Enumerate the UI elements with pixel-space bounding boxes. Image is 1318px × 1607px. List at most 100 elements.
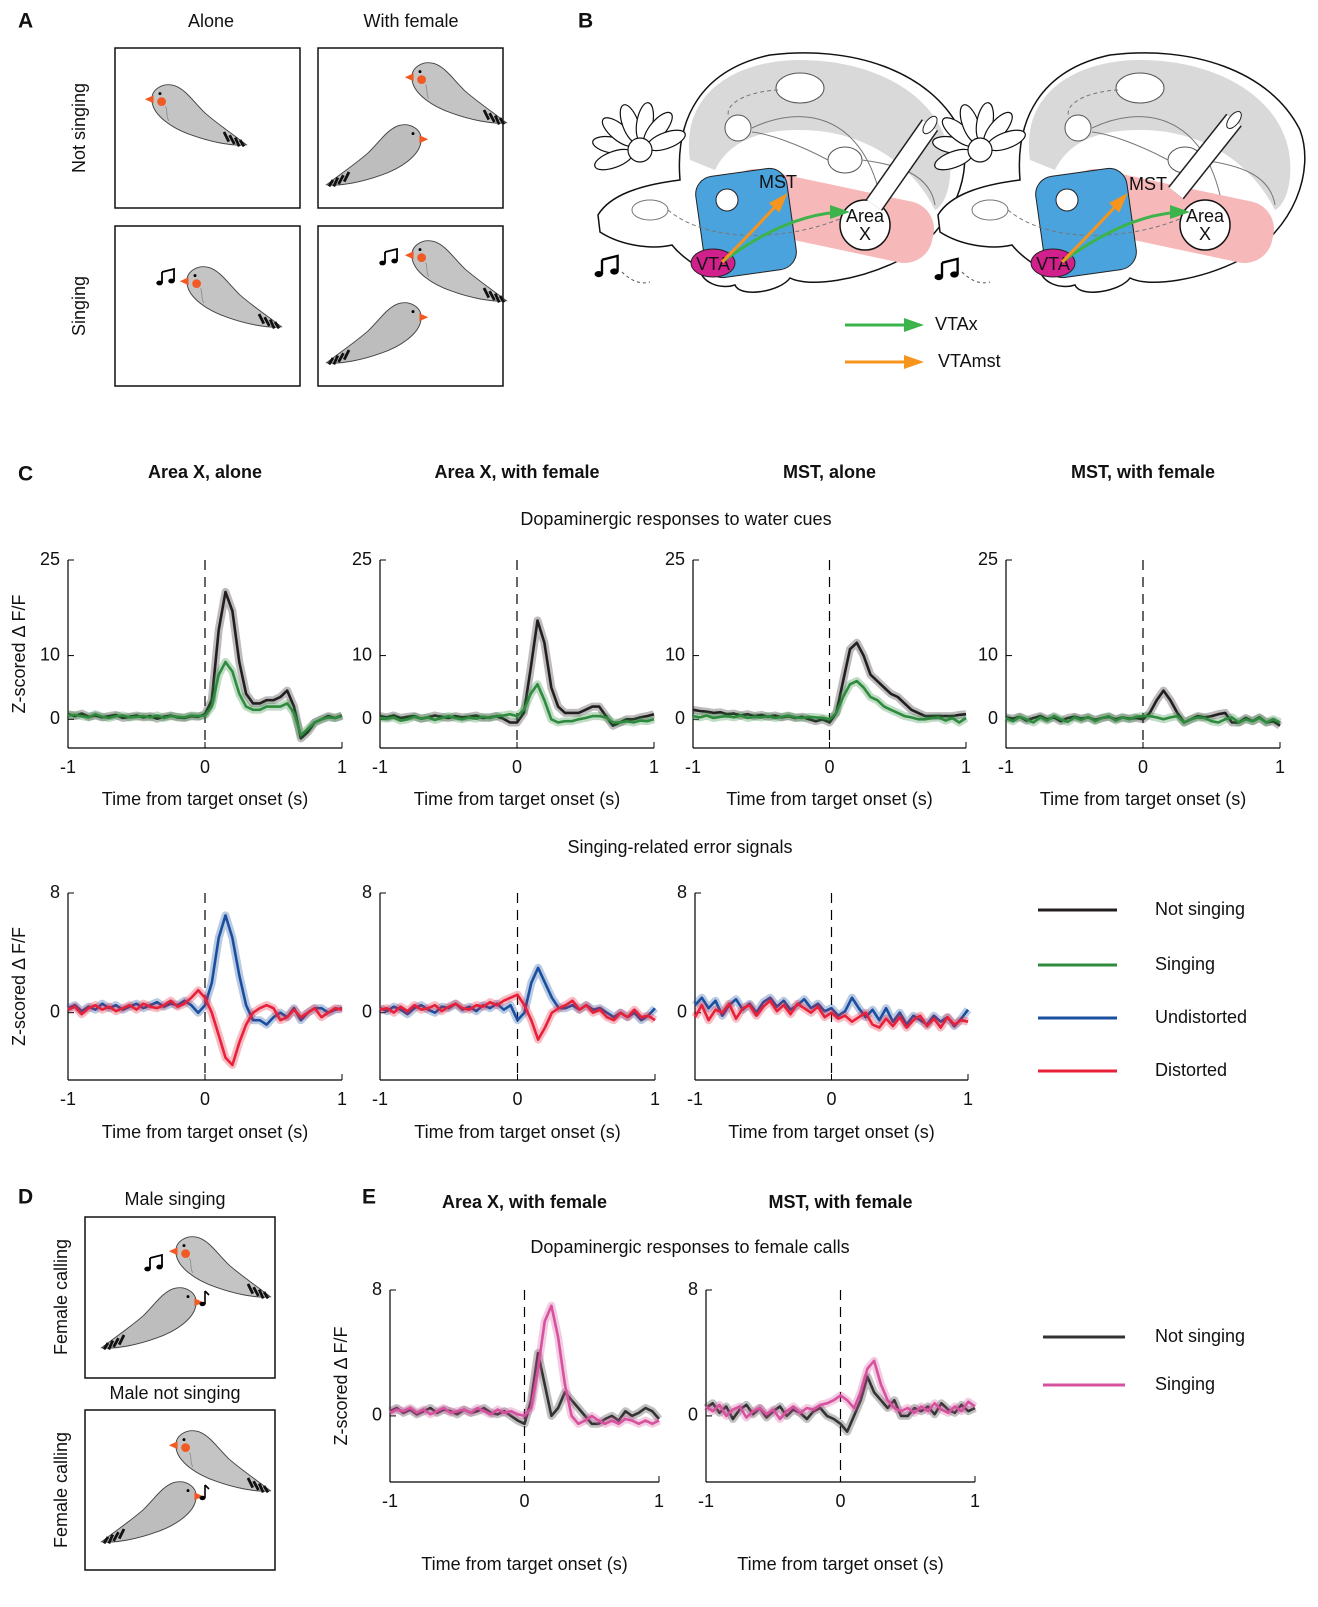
brain-diagram: [930, 52, 1306, 293]
row-label: Not singing: [69, 83, 89, 173]
x-tick-label: -1: [60, 757, 76, 777]
y-axis-label: Z-scored Δ F/F: [9, 927, 29, 1046]
column-label: Alone: [188, 11, 234, 31]
legend-label: VTAx: [935, 314, 978, 334]
panel-label: A: [18, 10, 33, 33]
legend-label: Not singing: [1155, 1326, 1245, 1346]
electrode: [865, 111, 1242, 211]
x-tick-label: 0: [512, 1089, 522, 1109]
x-axis-label: Time from target onset (s): [728, 1122, 934, 1142]
x-tick-label: 1: [654, 1491, 664, 1511]
panel-label: B: [578, 10, 593, 33]
scene-title: Male singing: [124, 1189, 225, 1209]
row-label: Female calling: [51, 1239, 71, 1355]
projection-arrow-head: [1170, 205, 1190, 219]
x-tick-label: 1: [963, 1089, 973, 1109]
x-axis-label: Time from target onset (s): [737, 1554, 943, 1574]
y-tick-label: 0: [372, 1405, 382, 1425]
x-tick-label: -1: [382, 1491, 398, 1511]
x-tick-label: 1: [970, 1491, 980, 1511]
y-tick-label: 0: [675, 708, 685, 728]
series-line: [389, 1304, 660, 1426]
column-label: With female: [363, 11, 458, 31]
series-line: [692, 679, 967, 724]
section-subtitle: Dopaminergic responses to water cues: [520, 509, 831, 529]
x-axis-label: Time from target onset (s): [102, 789, 308, 809]
music-note: [933, 257, 960, 282]
section-subtitle: Singing-related error signals: [567, 837, 792, 857]
panel-d: Male singing Male not singing Female cal…: [51, 1189, 276, 1571]
series-line: [694, 996, 970, 1028]
legend-label: Not singing: [1155, 899, 1245, 919]
series-line: [705, 1359, 976, 1421]
chart-title: Area X, with female: [442, 1192, 607, 1212]
x-axis-label: Time from target onset (s): [726, 789, 932, 809]
x-tick-label: 1: [649, 757, 659, 777]
y-tick-label: 0: [988, 708, 998, 728]
region-label: X: [1199, 224, 1211, 244]
x-tick-label: -1: [372, 757, 388, 777]
legend-arrow-head: [904, 355, 924, 369]
x-tick-label: 0: [200, 1089, 210, 1109]
x-tick-label: 0: [1138, 757, 1148, 777]
series-line: [67, 988, 343, 1067]
series-line: [67, 660, 343, 737]
x-tick-label: 1: [337, 757, 347, 777]
y-tick-label: 25: [352, 549, 372, 569]
region-label: MST: [1129, 174, 1167, 194]
chart-title: MST, with female: [768, 1192, 912, 1212]
series-line: [379, 993, 656, 1041]
x-tick-label: 1: [1275, 757, 1285, 777]
y-tick-label: 8: [372, 1279, 382, 1299]
y-tick-label: 0: [362, 1001, 372, 1021]
projection-arrow-head: [769, 193, 788, 213]
x-tick-label: -1: [372, 1089, 388, 1109]
y-tick-label: 0: [688, 1405, 698, 1425]
panel-label: C: [18, 463, 33, 486]
x-tick-label: 0: [512, 757, 522, 777]
x-tick-label: 0: [519, 1491, 529, 1511]
row-label: Female calling: [51, 1432, 71, 1548]
y-tick-label: 25: [665, 549, 685, 569]
x-tick-label: 0: [200, 757, 210, 777]
panel-label: D: [18, 1186, 33, 1209]
y-tick-label: 10: [352, 644, 372, 664]
region-label: Area: [846, 206, 885, 226]
projection-arrow-head: [830, 205, 850, 219]
y-tick-label: 25: [978, 549, 998, 569]
y-tick-label: 0: [677, 1001, 687, 1021]
region-label: VTA: [696, 254, 730, 274]
legend-label: Distorted: [1155, 1060, 1227, 1080]
scene-title: Male not singing: [109, 1383, 240, 1403]
panel-label: E: [362, 1186, 376, 1209]
panel-b: MST Area X VTA MST Area X VTA VTAx VTAms…: [590, 52, 1306, 371]
legend-arrow-head: [904, 318, 924, 332]
x-axis-label: Time from target onset (s): [1040, 789, 1246, 809]
y-tick-label: 10: [978, 644, 998, 664]
y-tick-label: 10: [40, 644, 60, 664]
y-tick-label: 8: [677, 882, 687, 902]
legend-label: Singing: [1155, 1374, 1215, 1394]
region-label: X: [859, 224, 871, 244]
y-tick-label: 8: [362, 882, 372, 902]
x-tick-label: 1: [650, 1089, 660, 1109]
series-line: [1005, 714, 1281, 724]
region-label: Area: [1186, 206, 1225, 226]
x-tick-label: -1: [60, 1089, 76, 1109]
x-tick-label: 0: [824, 757, 834, 777]
x-tick-label: -1: [687, 1089, 703, 1109]
chart-title: MST, alone: [783, 462, 876, 482]
x-axis-label: Time from target onset (s): [421, 1554, 627, 1574]
region-label: MST: [759, 172, 797, 192]
x-tick-label: -1: [685, 757, 701, 777]
x-tick-label: 1: [337, 1089, 347, 1109]
panel-a: Alone With female Not singing Singing: [69, 11, 508, 387]
x-tick-label: -1: [998, 757, 1014, 777]
chart-title: MST, with female: [1071, 462, 1215, 482]
projection-arrow-head: [1109, 193, 1128, 213]
y-tick-label: 8: [688, 1279, 698, 1299]
section-subtitle: Dopaminergic responses to female calls: [530, 1237, 849, 1257]
x-tick-label: 0: [835, 1491, 845, 1511]
y-tick-label: 0: [50, 1001, 60, 1021]
